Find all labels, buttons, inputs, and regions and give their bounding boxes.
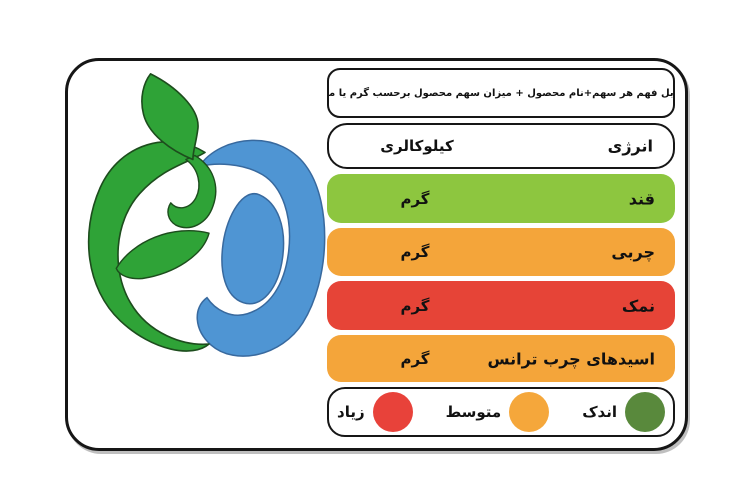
header-note: معیار قابل فهم هر سهم+نام محصول + میزان … — [327, 68, 675, 118]
row-fat-label: چربی — [611, 242, 655, 262]
row-sugar-unit: گرم — [400, 189, 430, 208]
legend-item-high: زیاد — [337, 392, 413, 432]
row-salt-label: نمک — [621, 296, 655, 315]
row-salt: نمک گرم — [327, 281, 675, 330]
row-energy-label: انرژی — [607, 136, 653, 156]
legend-medium-label: متوسط — [445, 403, 502, 421]
row-fat: چربی گرم — [327, 228, 675, 276]
row-energy-unit: کیلوکالری — [380, 137, 454, 155]
row-trans-fat-unit: گرم — [400, 349, 430, 368]
row-salt-unit: گرم — [400, 296, 430, 315]
nutrition-label-card: معیار قابل فهم هر سهم+نام محصول + میزان … — [65, 58, 688, 451]
high-circle-icon — [372, 392, 413, 432]
legend-item-medium: متوسط — [446, 392, 550, 432]
logo-green-hook — [167, 154, 217, 229]
nutrition-table: معیار قابل فهم هر سهم+نام محصول + میزان … — [327, 68, 675, 437]
legend-low-label: اندک — [582, 403, 617, 421]
food-traffic-light-logo — [87, 73, 326, 357]
legend-item-low: اندک — [582, 392, 665, 432]
row-trans-fat: اسیدهای چرب ترانس گرم — [327, 335, 675, 382]
logo-inner-leaf-icon — [115, 229, 210, 280]
row-sugar: قند گرم — [327, 174, 675, 223]
logo-top-leaf-icon — [141, 73, 199, 161]
medium-circle-icon — [509, 392, 550, 432]
legend: اندک متوسط زیاد — [327, 387, 675, 437]
logo-green-crescent — [87, 140, 210, 352]
low-circle-icon — [625, 392, 665, 432]
row-fat-unit: گرم — [400, 243, 430, 261]
row-energy: انرژی کیلوکالری — [327, 123, 675, 169]
row-sugar-label: قند — [628, 189, 655, 208]
row-trans-fat-label: اسیدهای چرب ترانس — [487, 349, 655, 368]
logo-blue-ring — [196, 139, 326, 357]
legend-high-label: زیاد — [337, 403, 365, 421]
